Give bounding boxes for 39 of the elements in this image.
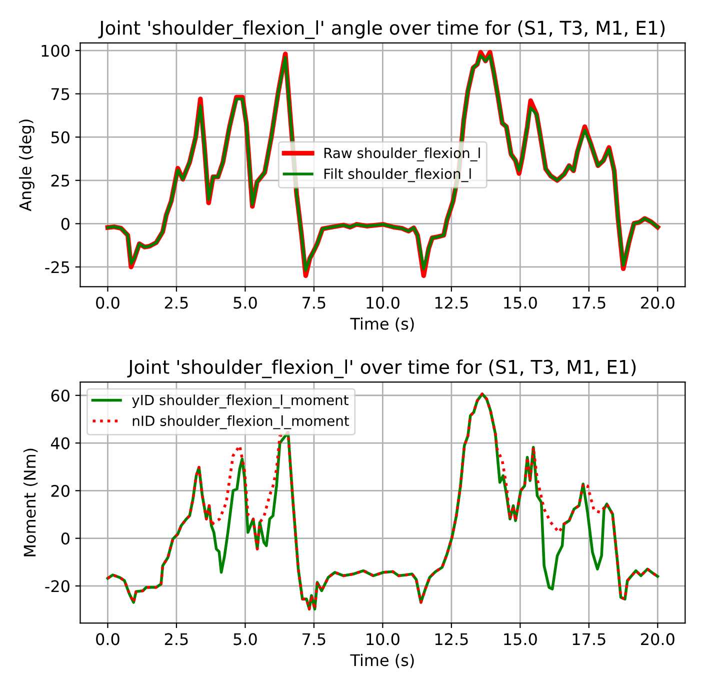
- x-axis-title: Time (s): [350, 654, 414, 668]
- x-tick-label: 20.0: [641, 633, 674, 646]
- y-tick-label: 50: [51, 131, 70, 144]
- x-axis-title: Time (s): [350, 317, 414, 332]
- x-tick-label: 10.0: [366, 296, 400, 309]
- chart-title: Joint 'shoulder_flexion_l' over time for (S1, T3, M1, E1): [127, 359, 636, 378]
- y-tick-label: 20: [51, 484, 70, 497]
- chart-title: Joint 'shoulder_flexion_l' angle over time for (S1, T3, M1, E1): [98, 20, 665, 39]
- y-tick-label: -20: [45, 580, 70, 592]
- y-tick-label: 75: [51, 88, 70, 100]
- y-tick-label: 40: [50, 437, 70, 450]
- x-tick-label: 20.0: [641, 296, 674, 309]
- x-tick-label: 7.5: [302, 296, 326, 309]
- y-tick-label: -25: [45, 261, 70, 274]
- x-tick-label: 7.5: [302, 633, 326, 646]
- y-tick-label: 0: [61, 532, 70, 545]
- y-axis-title: Angle (deg): [19, 120, 34, 212]
- x-tick-label: 0.0: [96, 296, 120, 309]
- x-tick-label: 2.5: [164, 296, 188, 309]
- y-tick-label: 60: [51, 390, 70, 402]
- y-tick-label: 25: [51, 174, 70, 187]
- x-tick-label: 2.5: [164, 633, 188, 646]
- legend-label: yID shoulder_flexion_l_moment: [132, 394, 348, 408]
- x-tick-label: 15.0: [504, 296, 537, 309]
- y-tick-label: 0: [61, 218, 70, 230]
- y-tick-label: 100: [42, 44, 70, 57]
- x-tick-label: 12.5: [435, 296, 468, 309]
- x-tick-label: 10.0: [366, 633, 400, 646]
- x-tick-label: 17.5: [572, 296, 606, 309]
- legend-label: Raw shoulder_flexion_l: [324, 148, 480, 162]
- y-axis-title: Moment (Nm): [23, 448, 38, 556]
- x-tick-label: 12.5: [435, 633, 468, 646]
- x-tick-label: 5.0: [234, 633, 257, 646]
- legend-label: nID shoulder_flexion_l_moment: [132, 415, 350, 430]
- x-tick-label: 0.0: [96, 633, 120, 646]
- x-tick-label: 5.0: [234, 296, 257, 309]
- x-tick-label: 17.5: [572, 633, 606, 646]
- legend-label: Filt shoulder_flexion_l: [324, 168, 471, 182]
- x-tick-label: 15.0: [504, 633, 537, 646]
